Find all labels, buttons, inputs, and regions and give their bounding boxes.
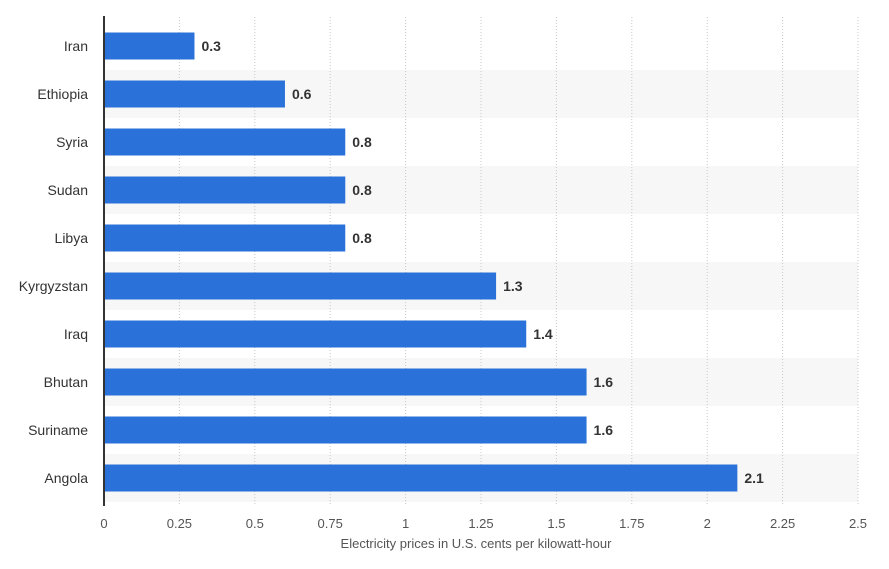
x-tick-label: 0.5 [246, 516, 264, 531]
x-tick-label: 2.5 [849, 516, 867, 531]
data-label: 1.4 [533, 326, 553, 342]
category-label: Syria [56, 134, 88, 150]
x-tick-label: 0.25 [167, 516, 192, 531]
data-label: 1.6 [594, 374, 614, 390]
data-label: 0.8 [352, 230, 372, 246]
category-label: Suriname [28, 422, 88, 438]
x-tick-label: 1.5 [547, 516, 565, 531]
category-label: Iran [64, 38, 88, 54]
x-tick-labels: 0 0.25 0.5 0.75 1 1.25 1.5 1.75 2 2.25 2.5 [100, 516, 867, 531]
bar [104, 272, 497, 300]
bar [104, 128, 346, 156]
data-label: 2.1 [744, 470, 764, 486]
bar [104, 368, 587, 396]
category-label: Kyrgyzstan [19, 278, 88, 294]
bars [104, 32, 738, 492]
category-label: Bhutan [44, 374, 88, 390]
data-label: 0.6 [292, 86, 312, 102]
category-label: Sudan [48, 182, 88, 198]
category-labels: Iran Ethiopia Syria Sudan Libya Kyrgyzstan Ira… [19, 38, 88, 486]
category-label: Ethiopia [37, 86, 88, 102]
x-tick-label: 0.75 [318, 516, 343, 531]
data-label: 1.3 [503, 278, 523, 294]
bar [104, 416, 587, 444]
data-label: 0.8 [352, 134, 372, 150]
bar [104, 176, 346, 204]
bar [104, 80, 285, 108]
data-label: 1.6 [594, 422, 614, 438]
data-labels: 0.3 0.6 0.8 0.8 0.8 1.3 1.4 1.6 1.6 2.1 [201, 38, 764, 486]
category-label: Libya [55, 230, 89, 246]
category-label: Angola [44, 470, 88, 486]
x-tick-label: 2.25 [770, 516, 795, 531]
x-tick-label: 1 [402, 516, 409, 531]
x-tick-label: 0 [100, 516, 107, 531]
data-label: 0.8 [352, 182, 372, 198]
bar [104, 320, 527, 348]
x-axis-title: Electricity prices in U.S. cents per kil… [341, 536, 613, 551]
bar [104, 224, 346, 252]
bar [104, 464, 738, 492]
bar [104, 32, 195, 60]
x-tick-label: 1.75 [619, 516, 644, 531]
x-tick-label: 2 [704, 516, 711, 531]
x-tick-label: 1.25 [468, 516, 493, 531]
data-label: 0.3 [201, 38, 221, 54]
category-label: Iraq [64, 326, 88, 342]
